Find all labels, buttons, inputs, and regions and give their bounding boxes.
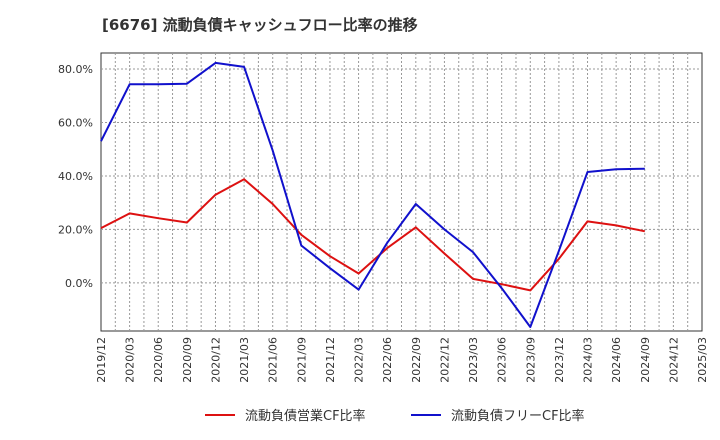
- y-tick-label: 20.0%: [58, 223, 93, 236]
- y-axis: 0.0% 20.0% 40.0% 60.0% 80.0%: [58, 63, 93, 290]
- x-tick-label: 2022/06: [381, 337, 394, 383]
- x-tick-label: 2020/06: [152, 337, 165, 383]
- legend: 流動負債営業CF比率 流動負債フリーCF比率: [205, 408, 585, 424]
- x-tick-label: 2023/12: [553, 337, 566, 383]
- x-tick-label: 2021/09: [295, 337, 308, 383]
- x-tick-label: 2020/12: [209, 337, 222, 383]
- x-tick-label: 2023/06: [496, 337, 509, 383]
- y-tick-label: 0.0%: [65, 277, 93, 290]
- x-tick-label: 2020/09: [181, 337, 194, 383]
- legend-label: 流動負債営業CF比率: [245, 408, 366, 424]
- x-axis: 2019/12 2020/03 2020/06 2020/09 2020/12 2021/…: [95, 337, 709, 383]
- series-group: [100, 61, 646, 328]
- y-tick-label: 40.0%: [58, 170, 93, 183]
- x-tick-label: 2022/09: [410, 337, 423, 383]
- series-line-free-cf: [100, 61, 645, 328]
- x-tick-label: 2021/06: [267, 337, 280, 383]
- x-tick-label: 2025/03: [696, 337, 709, 383]
- grid: [101, 53, 702, 331]
- x-tick-label: 2021/03: [238, 337, 251, 383]
- x-tick-label: 2023/03: [467, 337, 480, 383]
- x-tick-label: 2022/03: [353, 337, 366, 383]
- x-tick-label: 2021/12: [324, 337, 337, 383]
- x-tick-label: 2019/12: [95, 337, 108, 383]
- x-tick-label: 2024/09: [639, 337, 652, 383]
- y-tick-label: 60.0%: [58, 117, 93, 130]
- x-tick-label: 2024/06: [610, 337, 623, 383]
- y-tick-label: 80.0%: [58, 63, 93, 76]
- x-tick-label: 2024/12: [667, 337, 680, 383]
- x-tick-label: 2024/03: [582, 337, 595, 383]
- legend-label: 流動負債フリーCF比率: [451, 408, 585, 424]
- x-tick-label: 2020/03: [124, 337, 137, 383]
- x-tick-label: 2022/12: [438, 337, 451, 383]
- chart-title: [6676] 流動負債キャッシュフロー比率の推移: [102, 16, 418, 34]
- x-tick-label: 2023/09: [524, 337, 537, 383]
